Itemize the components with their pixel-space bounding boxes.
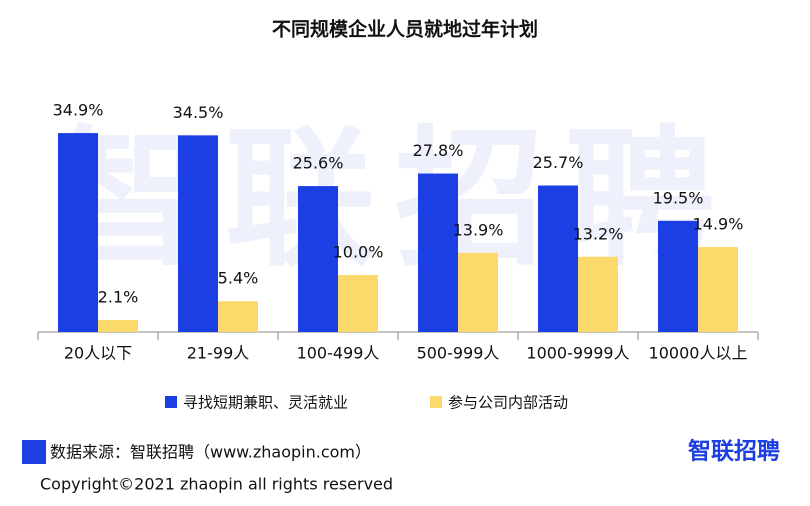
legend-label: 寻找短期兼职、灵活就业 xyxy=(183,394,348,412)
value-label: 13.2% xyxy=(573,224,624,243)
value-label: 34.9% xyxy=(53,101,104,120)
value-label: 25.7% xyxy=(533,153,584,172)
source-text: 数据来源：智联招聘（www.zhaopin.com） xyxy=(50,443,371,462)
x-tick-label: 1000-9999人 xyxy=(526,344,629,363)
bar xyxy=(578,256,618,332)
bar xyxy=(338,275,378,332)
value-label: 10.0% xyxy=(333,243,384,262)
bar xyxy=(58,133,98,332)
bar xyxy=(458,252,498,332)
bar xyxy=(658,220,698,332)
value-label: 2.1% xyxy=(98,288,139,307)
x-tick-label: 21-99人 xyxy=(187,344,250,363)
value-label: 14.9% xyxy=(693,215,744,234)
x-tick-label: 10000人以上 xyxy=(649,344,748,363)
x-tick-label: 100-499人 xyxy=(297,344,380,363)
bar xyxy=(218,301,258,332)
legend-label: 参与公司内部活动 xyxy=(448,394,568,412)
bar xyxy=(178,135,218,332)
x-tick-label: 20人以下 xyxy=(64,344,132,363)
watermark: 智联招聘 xyxy=(55,113,735,287)
value-label: 13.9% xyxy=(453,220,504,239)
source-marker xyxy=(22,440,46,464)
value-label: 34.5% xyxy=(173,103,224,122)
value-label: 27.8% xyxy=(413,141,464,160)
bar xyxy=(538,185,578,332)
bar xyxy=(298,186,338,332)
legend-marker xyxy=(165,396,177,408)
bar xyxy=(98,320,138,332)
bar xyxy=(698,247,738,332)
copyright: Copyright©2021 zhaopin all rights reserv… xyxy=(40,475,393,494)
value-label: 25.6% xyxy=(293,154,344,173)
chart-title: 不同规模企业人员就地过年计划 xyxy=(272,18,538,41)
value-label: 5.4% xyxy=(218,269,259,288)
x-tick-label: 500-999人 xyxy=(417,344,500,363)
legend-marker xyxy=(430,396,442,408)
value-label: 19.5% xyxy=(653,188,704,207)
bar xyxy=(418,173,458,332)
logo: 智联招聘 xyxy=(688,438,780,465)
